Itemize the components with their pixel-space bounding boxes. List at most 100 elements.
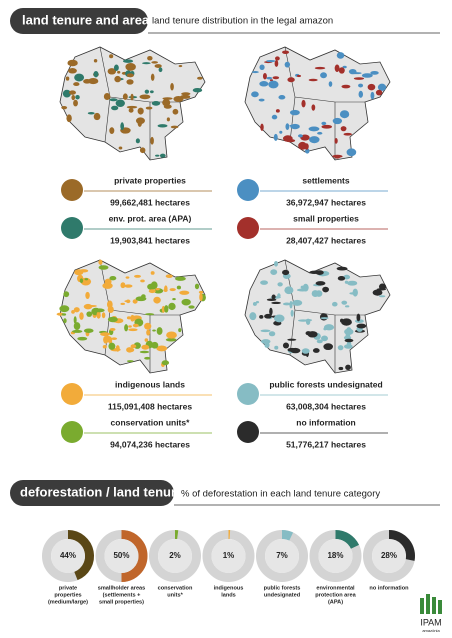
map-patch [144,89,150,94]
map-patch [120,282,126,289]
map-patch [378,295,386,298]
map-patch [96,311,101,319]
map-patch [164,305,169,313]
map-patch [287,338,297,341]
donut-arc [121,530,148,582]
legend-name: small properties [293,213,359,223]
map-patch [370,70,379,75]
donut-arc [281,530,294,541]
map-patch [356,313,361,322]
map-patch [338,67,345,74]
map-patch [367,83,376,91]
map-patch [102,282,113,289]
map-patch [135,296,147,302]
map-patch [290,309,294,317]
map-patch [262,72,267,80]
map-patch [341,84,351,89]
donut-name: small properties) [99,599,144,605]
donut-name: no information [369,585,409,591]
map-patch [102,344,107,349]
map-patch [126,316,131,320]
legend-area: 115,091,408 hectares [108,401,192,411]
map-patch [304,319,313,322]
map-patch [149,90,154,94]
legend-swatch [61,383,83,405]
map-patch [311,104,316,111]
map-patch [152,329,156,332]
map-patch [141,344,150,350]
donut-label: 18% [327,551,343,560]
map-patch [122,93,128,100]
map-patch [334,64,340,73]
map-patch [301,99,306,108]
map-patch [282,50,290,54]
map-patch [86,311,93,317]
section-title: deforestation / land tenure [20,484,183,499]
map-patch [321,124,333,129]
map-patch [73,99,78,107]
map-patch [98,259,103,265]
map-patch [73,82,80,87]
map-patch [197,76,203,80]
map-patch [309,136,320,144]
map-patch [109,98,118,102]
map-patch [285,123,290,130]
map-patch [126,105,138,109]
legend-area: 36,972,947 hectares [286,197,366,207]
map-patch [65,76,70,81]
map-patch [259,81,269,87]
map-patch [63,318,67,324]
map [59,46,206,161]
map-patch [260,123,264,131]
map-patch [305,148,310,154]
state-border [284,46,365,103]
map-patch [87,111,95,115]
map-patch [139,94,151,100]
map-patch [345,305,350,308]
map [244,259,391,374]
map-patch [98,265,109,270]
map-patch [302,283,309,292]
map-patch [347,280,358,286]
map-patch [337,276,346,281]
state-border [104,96,111,143]
map-patch [266,298,277,301]
logo-text: IPAM [420,617,441,627]
map-patch [128,108,134,113]
map-patch [298,141,307,150]
map-patch [155,287,160,291]
map-patch [59,305,70,313]
map-patch [284,286,294,295]
map-patch [341,318,352,326]
map-patch [61,105,68,110]
map-patch [93,112,101,121]
map-patch [258,98,265,102]
map-patch [338,366,344,371]
map-patch [101,312,106,319]
map-patch [275,56,280,61]
map-patch [271,294,276,300]
donut-label: 7% [276,551,288,560]
map-patch [272,76,280,80]
legend-name: public forests undesignated [269,379,382,389]
map-patch [307,331,318,338]
map-patch [252,302,257,306]
donut-arc [388,530,415,561]
map-patch [198,290,204,294]
map-patch [71,329,83,333]
legend-swatch [61,421,83,443]
map-patch [77,336,88,341]
state-border [289,309,296,356]
map-patch [251,71,259,74]
map-patch [372,289,383,296]
map-patch [111,337,118,341]
map-patch [340,126,347,132]
legend-area: 94,074,236 hectares [110,439,190,449]
map-patch [67,59,78,67]
map-patch [266,76,273,80]
map-patch [135,117,145,125]
map-patch [188,305,195,309]
map-patch [68,68,77,74]
map-patch [169,288,176,292]
map-patch [130,93,134,101]
